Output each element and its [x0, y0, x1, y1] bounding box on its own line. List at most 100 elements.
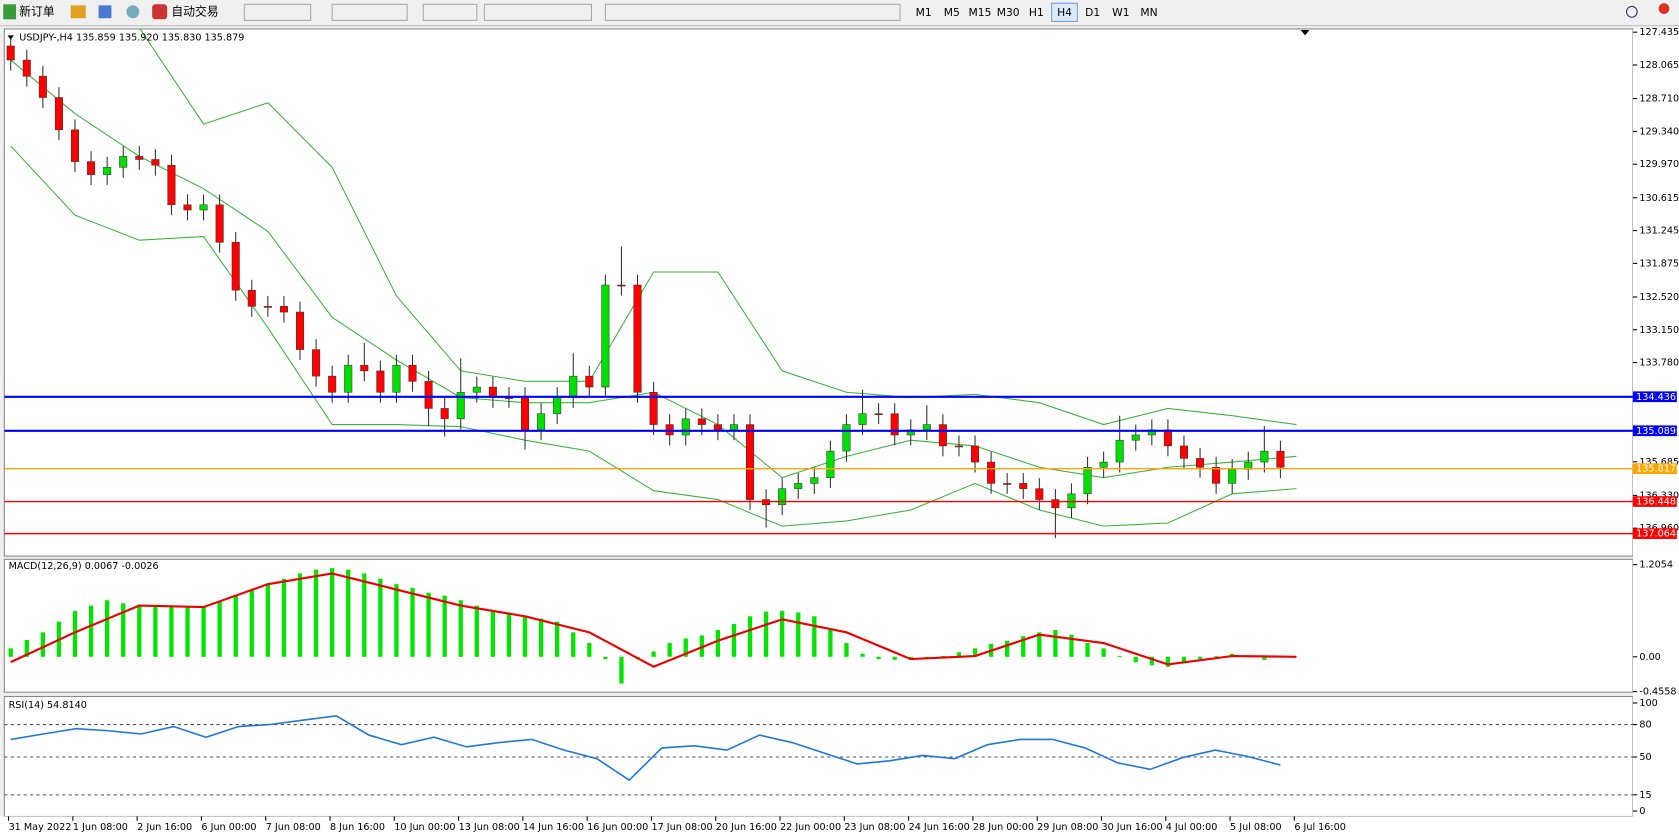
timeframe-button[interactable]: D1 [1085, 6, 1100, 19]
timeframe-button[interactable]: M1 [916, 6, 932, 19]
level-flag [1632, 425, 1677, 437]
candle-body [183, 204, 192, 211]
candle-body [263, 306, 272, 308]
candle-body [826, 450, 835, 478]
candle-body [569, 375, 578, 398]
macd-bar [1213, 656, 1219, 657]
macd-bar [105, 600, 110, 657]
x-tick-label: 24 Jun 16:00 [909, 822, 970, 833]
macd-bar [1262, 656, 1267, 660]
macd-bar [474, 605, 479, 657]
new-order-icon[interactable] [3, 4, 17, 20]
x-tick-label: 6 Jul 16:00 [1294, 822, 1346, 833]
candle-body [778, 488, 787, 506]
icon[interactable] [98, 5, 112, 19]
macd-bar [747, 616, 753, 657]
candle-body [344, 364, 353, 393]
timeframe-button[interactable]: M30 [997, 6, 1020, 19]
macd-bar [458, 600, 463, 657]
timeframe-button[interactable]: M15 [969, 6, 992, 19]
level-flag [1632, 528, 1677, 539]
macd-bar [667, 643, 672, 657]
macd-bar [1069, 634, 1074, 657]
candle-body [54, 97, 63, 131]
candle-body [858, 413, 867, 425]
candle-body [971, 445, 980, 463]
candle-body [1003, 483, 1012, 485]
icon[interactable] [126, 5, 140, 19]
candle-body [1196, 458, 1205, 468]
macd-bar [185, 607, 190, 657]
macd-bar [603, 656, 608, 660]
macd-bar [780, 610, 785, 657]
candle-body [167, 164, 176, 206]
level-label: 135.817 [1636, 464, 1676, 475]
macd-bar [972, 648, 978, 657]
y-tick-label: 50 [1639, 752, 1651, 763]
candle-body [392, 364, 401, 393]
zoom-group[interactable] [331, 3, 408, 21]
x-tick-label: 5 Jul 08:00 [1230, 822, 1282, 833]
timeframe-button[interactable]: MN [1140, 6, 1157, 19]
y-tick-label: 128.065 [1639, 60, 1679, 71]
y-tick-label: 133.780 [1639, 358, 1679, 369]
icon[interactable] [70, 5, 86, 19]
macd-bar [426, 592, 431, 657]
candle-body [135, 156, 144, 160]
macd-bar [8, 648, 13, 657]
rsi-title: RSI(14) 54.8140 [9, 700, 87, 711]
macd-title: MACD(12,26,9) 0.0067 -0.0026 [9, 561, 159, 572]
timeframe-button[interactable]: M5 [944, 6, 960, 19]
timeframe-button[interactable]: H1 [1029, 6, 1044, 19]
candle-body [746, 424, 755, 500]
chart-type-group[interactable] [243, 3, 312, 21]
macd-bar [410, 587, 415, 657]
notification-icon[interactable] [1658, 3, 1670, 14]
candle-body [6, 45, 15, 61]
candle-body [151, 159, 160, 166]
macd-bar [844, 643, 849, 657]
indicator-group[interactable] [483, 3, 592, 21]
timeframe-button[interactable]: W1 [1112, 6, 1129, 19]
level-label: 137.064 [1636, 529, 1676, 540]
macd-bar [281, 578, 287, 657]
candle-body [713, 424, 722, 431]
candle-body [649, 392, 658, 425]
candle-body [424, 381, 433, 409]
y-tick-label: 128.710 [1639, 94, 1679, 105]
timeframe-active [1051, 2, 1078, 22]
x-tick-label: 1 Jun 08:00 [73, 822, 128, 833]
macd-bar [796, 612, 801, 657]
search-icon[interactable] [1625, 5, 1638, 18]
scroll-group[interactable] [422, 3, 478, 21]
rsi-plot [4, 714, 1633, 796]
y-tick-label: 80 [1639, 720, 1651, 731]
macd-bar [249, 589, 254, 657]
candle-body [199, 204, 208, 211]
auto-trading-button[interactable]: 自动交易 [171, 4, 218, 18]
x-tick-label: 13 Jun 08:00 [459, 822, 520, 833]
macd-bar [1101, 648, 1106, 657]
macd-plot [8, 568, 1297, 684]
macd-bar [442, 595, 447, 657]
auto-trading-icon[interactable] [152, 4, 168, 20]
macd-bar [522, 616, 528, 657]
candle-body [119, 156, 128, 168]
candle-body [521, 397, 530, 431]
macd-bar [330, 568, 335, 657]
main-plot [4, 28, 1633, 539]
candle-body [987, 461, 996, 484]
candle-body [1051, 499, 1060, 509]
chart-title: USDJPY-,H4 135.859 135.920 135.830 135.8… [19, 33, 244, 44]
candle-body [617, 284, 626, 287]
candle-body [794, 483, 803, 489]
x-tick-label: 23 Jun 08:00 [844, 822, 905, 833]
timeframe-button[interactable]: H4 [1057, 6, 1072, 19]
x-tick-label: 7 Jun 08:00 [266, 822, 321, 833]
candle-body [440, 408, 449, 420]
x-tick-label: 14 Jun 16:00 [523, 822, 584, 833]
drawing-tools[interactable] [604, 3, 901, 21]
macd-bar [683, 638, 688, 657]
bollinger-upper [10, 145, 1297, 527]
new-order-button[interactable]: 新订单 [19, 4, 55, 18]
